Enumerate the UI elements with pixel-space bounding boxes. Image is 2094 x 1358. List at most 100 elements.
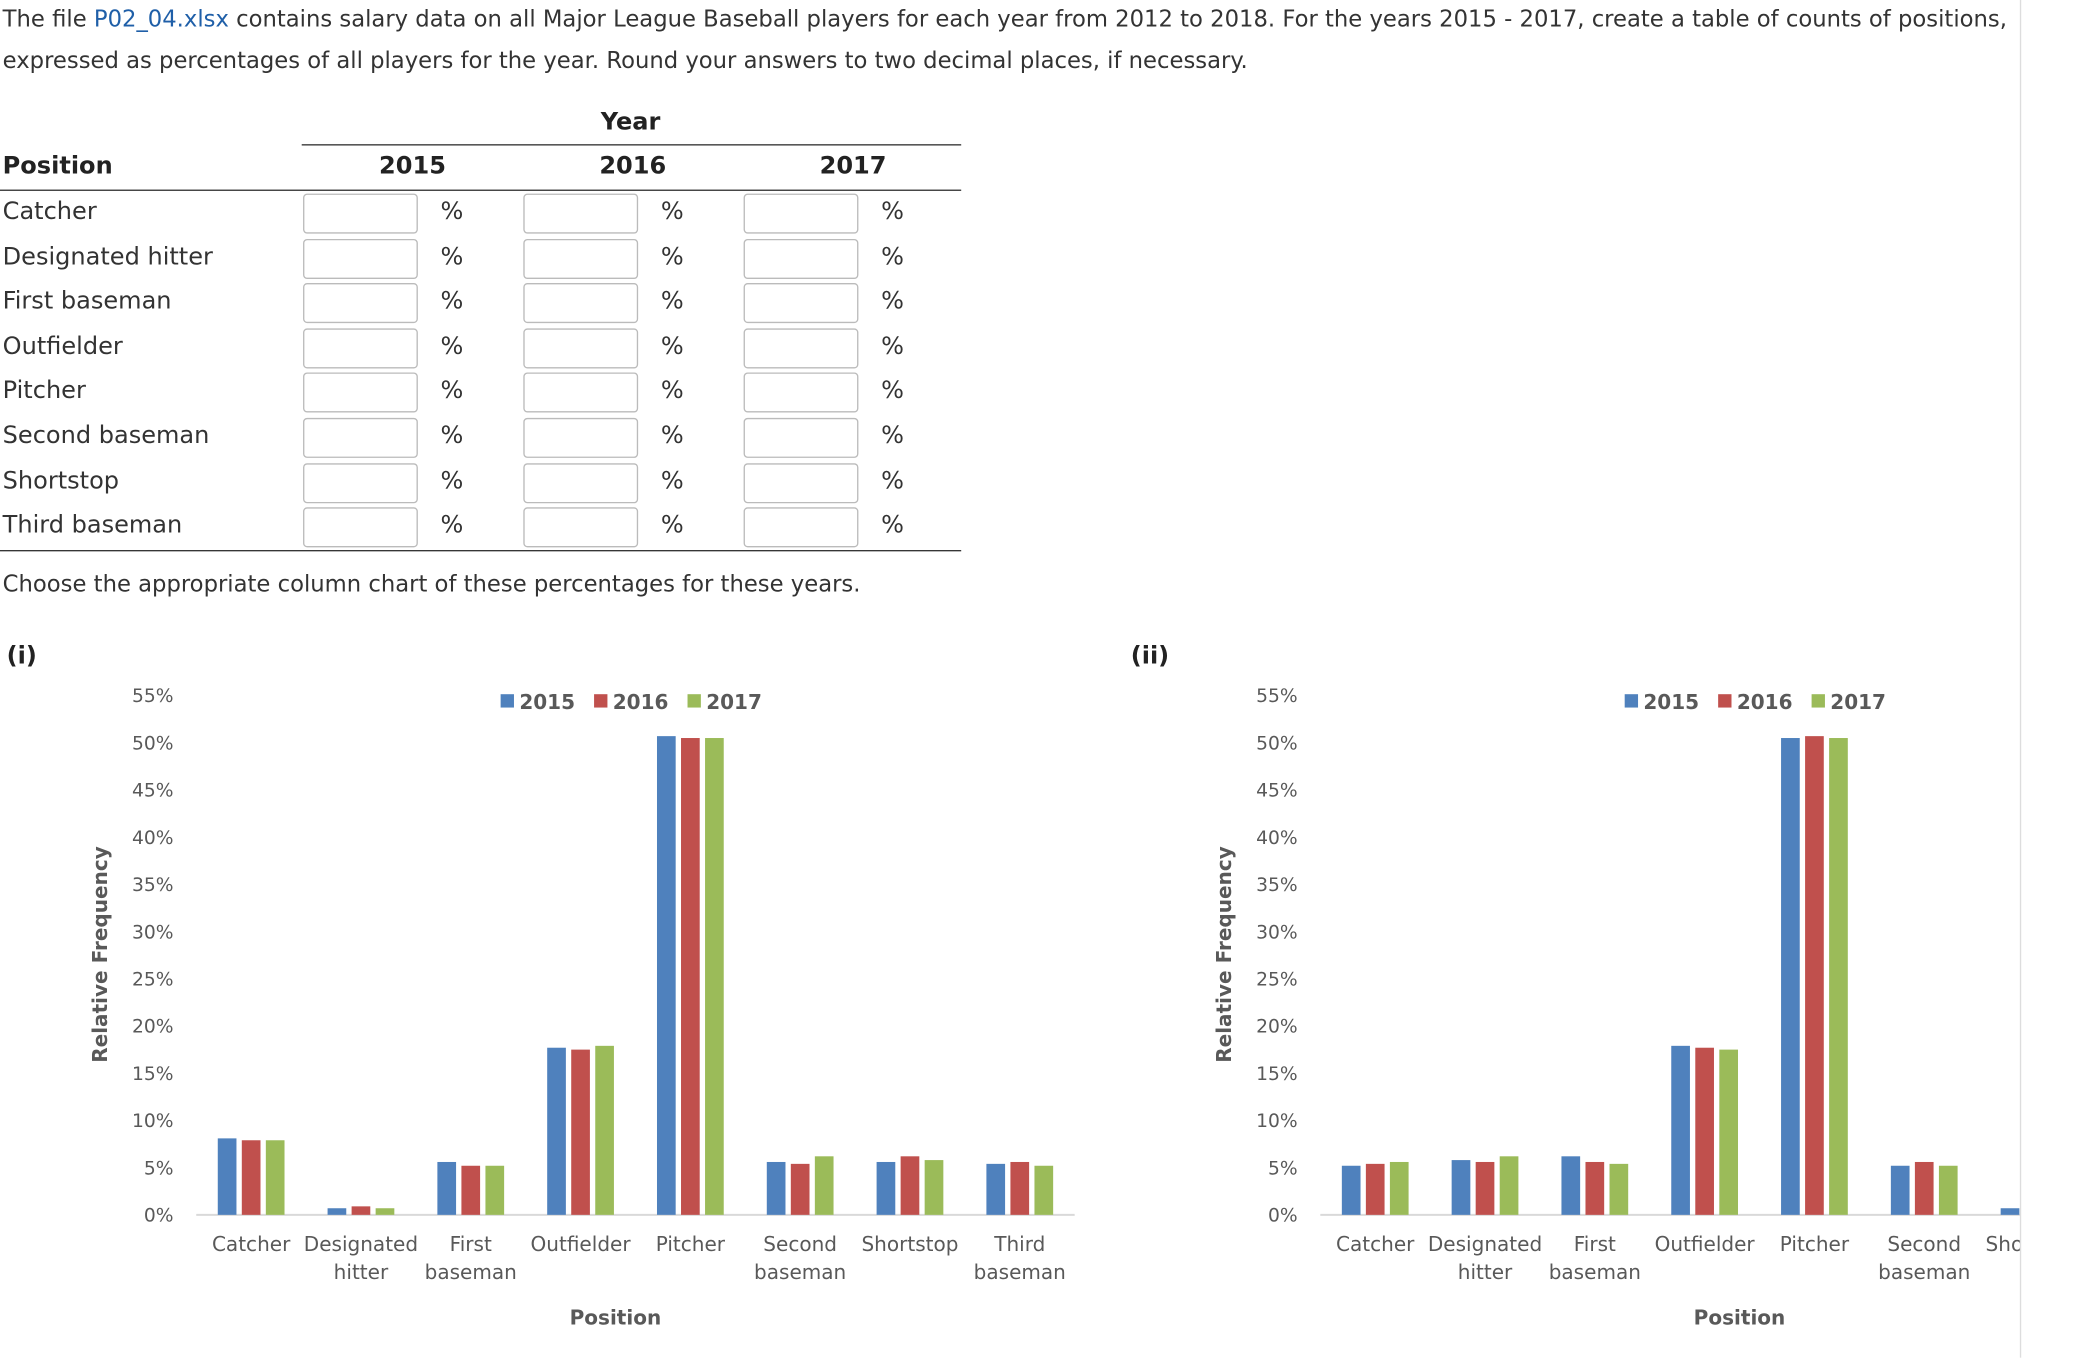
bar — [1475, 1161, 1495, 1215]
percent-input[interactable] — [743, 462, 859, 503]
x-axis-title: Position — [1694, 1305, 1786, 1329]
x-tick-label: Pitcher — [1779, 1232, 1850, 1257]
percent-input[interactable] — [303, 193, 418, 234]
percent-input[interactable] — [303, 372, 418, 414]
row-label: Second baseman — [2, 421, 210, 450]
bar — [876, 1161, 896, 1215]
percent-input[interactable] — [743, 328, 859, 369]
percent-input[interactable] — [303, 507, 418, 548]
percent-input[interactable] — [523, 328, 639, 369]
x-tick-label-box: Pitcher — [656, 1232, 725, 1256]
bar — [1585, 1161, 1605, 1215]
row-label: Outfielder — [2, 332, 123, 361]
bar — [1781, 738, 1800, 1215]
percent-input[interactable] — [303, 417, 418, 458]
unit: % — [881, 421, 904, 450]
legend-label: 2015 — [519, 690, 575, 714]
unit: % — [881, 511, 904, 540]
border — [2019, 0, 2022, 1358]
bar — [571, 1049, 590, 1215]
percent-input[interactable] — [523, 283, 639, 324]
bar — [924, 1160, 944, 1215]
legend-swatch — [687, 694, 701, 708]
bar — [814, 1156, 834, 1215]
unit: % — [660, 421, 684, 450]
row-label: Pitcher — [2, 376, 86, 406]
column-header: 2015 — [379, 152, 446, 181]
x-tick-label: Shortstop — [861, 1232, 959, 1257]
bar — [790, 1163, 810, 1215]
percent-input[interactable] — [743, 417, 859, 458]
x-tick-label-box: First baseman — [1549, 1232, 1641, 1284]
percent-input[interactable] — [743, 283, 859, 324]
unit: % — [440, 242, 464, 271]
percent-input[interactable] — [743, 507, 859, 548]
x-tick-label: Outfielder — [530, 1232, 631, 1257]
x-tick-label: Third baseman — [973, 1232, 1066, 1285]
question: The file P02_04.xlsx contains salary dat… — [3, 0, 2019, 83]
file-link[interactable]: P02_04.xlsx — [93, 6, 229, 34]
y-tick-label: 40% — [1256, 828, 1298, 849]
bar — [217, 1138, 237, 1215]
y-tick-label: 50% — [1256, 733, 1298, 754]
bar — [1034, 1165, 1054, 1215]
y-tick-label: 5% — [144, 1158, 174, 1179]
x-tick-label-box: Catcher — [1336, 1232, 1415, 1257]
bar — [265, 1140, 285, 1215]
x-tick-label: Outfielder — [1654, 1232, 1755, 1257]
bar — [1890, 1165, 1910, 1215]
percent-input[interactable] — [523, 238, 639, 279]
bar — [986, 1163, 1006, 1215]
x-tick-label-box: Pitcher — [1779, 1232, 1850, 1257]
percent-input[interactable] — [743, 238, 859, 279]
percent-input[interactable] — [743, 193, 859, 234]
percent-input[interactable] — [743, 372, 859, 414]
percent-input[interactable] — [523, 462, 639, 503]
row-label: Catcher — [2, 197, 97, 226]
x-axis-title: Position — [570, 1305, 662, 1329]
percent-input[interactable] — [303, 462, 418, 503]
percent-input[interactable] — [523, 417, 639, 458]
legend-label: 2016 — [1737, 690, 1793, 714]
bar — [766, 1161, 786, 1215]
x-tick-label-box: Outfielder — [530, 1232, 631, 1257]
percent-input[interactable] — [523, 193, 639, 234]
percent-input[interactable] — [303, 328, 418, 369]
bar — [1010, 1161, 1030, 1215]
y-tick-label: 15% — [132, 1064, 174, 1085]
unit: % — [881, 242, 904, 271]
x-tick-label-box: Second baseman — [1878, 1232, 1970, 1284]
bar — [1938, 1165, 1958, 1215]
bar — [1451, 1160, 1471, 1215]
bar — [1671, 1045, 1690, 1215]
x-tick-label: Catcher — [1336, 1232, 1415, 1257]
bar — [1695, 1047, 1714, 1215]
bar — [1499, 1156, 1519, 1215]
percent-input[interactable] — [303, 283, 418, 324]
row-label: Designated hitter — [2, 242, 213, 271]
legend-label: 2016 — [613, 690, 669, 714]
x-tick-label: Catcher — [211, 1232, 291, 1257]
percent-input[interactable] — [303, 238, 418, 279]
unit: % — [660, 466, 684, 495]
legend-swatch — [500, 694, 514, 708]
x-tick-label: Second baseman — [754, 1232, 847, 1285]
unit: % — [660, 511, 684, 540]
x-tick-label-box: Third baseman — [973, 1232, 1066, 1285]
bar — [375, 1208, 395, 1215]
y-tick-label: 55% — [1256, 686, 1298, 707]
percent-input[interactable] — [523, 507, 639, 548]
unit: % — [660, 197, 684, 226]
x-tick-label-box: Second baseman — [754, 1232, 847, 1285]
rule — [0, 550, 962, 552]
percent-input[interactable] — [523, 372, 639, 414]
prompt: Choose the appropriate column chart of t… — [2, 571, 861, 599]
unit: % — [881, 332, 904, 361]
chart: (i) 0% 5% 10% 15% 20% 25% 30% 35% 40% 45% 50% 55% Rel… — [7, 641, 1075, 1329]
bar — [705, 738, 724, 1215]
y-tick-label: 10% — [132, 1111, 174, 1132]
y-tick-label: 10% — [1256, 1111, 1298, 1132]
legend-swatch — [1624, 694, 1639, 708]
bar — [2000, 1208, 2020, 1215]
bar — [461, 1165, 481, 1215]
